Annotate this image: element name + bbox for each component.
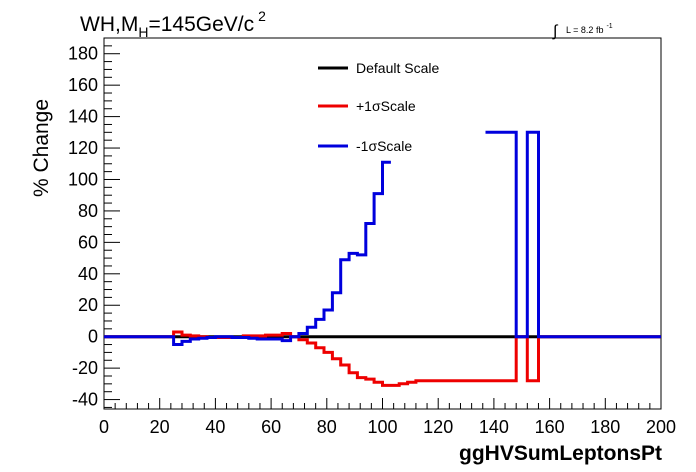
x-tick-label: 100 — [367, 417, 397, 437]
series-minus-line — [104, 160, 391, 346]
x-tick-label: 180 — [590, 417, 620, 437]
x-tick-label: 120 — [423, 417, 453, 437]
y-tick-label: 140 — [68, 107, 98, 127]
legend: Default Scale +1σScale -1σScale — [318, 60, 439, 154]
y-tick-label: 60 — [78, 232, 98, 252]
chart-title: WH,MH=145GeV/c 2 — [80, 8, 266, 40]
axis-ticks: 0 20 40 60 80 100 120 140 160 180 200 -40 -20 0 20 40 60… — [68, 37, 676, 437]
legend-label-minus: -1σScale — [356, 138, 412, 154]
series-minus-line-segment — [485, 130, 661, 339]
x-tick-label: 200 — [646, 417, 676, 437]
x-axis-label: ggHVSumLeptonsPt — [459, 442, 662, 465]
x-tick-label: 0 — [99, 417, 109, 437]
x-tick-label: 80 — [317, 417, 337, 437]
lumi-integral-symbol: ∫ — [552, 23, 559, 40]
series-lines — [104, 130, 661, 387]
legend-label-default: Default Scale — [356, 60, 439, 76]
y-tick-label: -20 — [72, 358, 98, 378]
y-tick-label: 120 — [68, 138, 98, 158]
plot-frame — [103, 37, 662, 410]
y-tick-label: 180 — [68, 44, 98, 64]
x-tick-label: 60 — [261, 417, 281, 437]
x-tick-label: 40 — [205, 417, 225, 437]
y-tick-label: -40 — [72, 390, 98, 410]
y-axis-label: % Change — [30, 99, 53, 197]
legend-label-plus: +1σScale — [356, 98, 416, 114]
y-tick-label: 100 — [68, 169, 98, 189]
x-tick-label: 140 — [479, 417, 509, 437]
x-tick-label: 160 — [535, 417, 565, 437]
y-tick-label: 160 — [68, 75, 98, 95]
y-tick-label: 0 — [88, 327, 98, 347]
y-tick-label: 40 — [78, 264, 98, 284]
y-tick-label: 80 — [78, 201, 98, 221]
lumi-label: L = 8.2 fb -1 — [566, 23, 613, 35]
y-tick-label: 20 — [78, 295, 98, 315]
x-tick-label: 20 — [150, 417, 170, 437]
